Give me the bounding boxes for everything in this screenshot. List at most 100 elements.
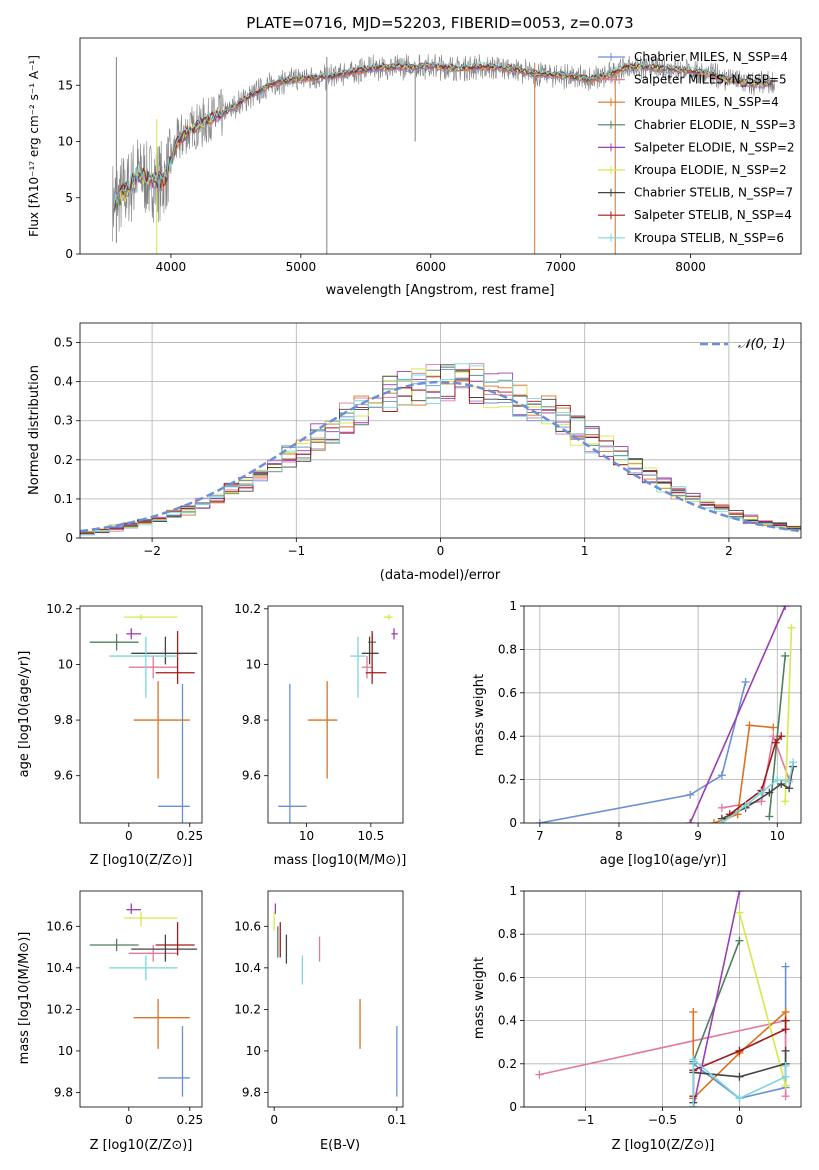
x-tick-label: 0 — [736, 1113, 744, 1127]
legend-label-salpeter_elodie: Salpeter ELODIE, N_SSP=2 — [634, 140, 795, 154]
x-tick-label: 0 — [125, 1113, 133, 1127]
x-tick-label: −1 — [287, 544, 305, 558]
y-tick-label: 10 — [58, 1044, 73, 1058]
chart-age_vs_mass: 10 10.5 9.6 9.8 10 10.2 — [234, 602, 404, 843]
residuals-y-label: Normed distribution — [27, 365, 42, 495]
x-tick-label: 0.25 — [176, 1113, 203, 1127]
x-tick-label: 0 — [270, 1113, 278, 1127]
y-tick-label: 0 — [509, 1100, 517, 1114]
plot-area — [535, 891, 790, 1107]
x-tick-label: 10.5 — [357, 829, 384, 843]
y-tick-label: 9.8 — [54, 1085, 73, 1099]
age-z-y-label: age [log10(age/yr)] — [17, 651, 32, 778]
legend-label-chabrier_miles: Chabrier MILES, N_SSP=4 — [634, 50, 788, 64]
y-tick-label: 10 — [246, 657, 261, 671]
y-tick-label: 0.3 — [54, 414, 73, 428]
weight-line-kroupa_stelib — [721, 762, 794, 823]
y-tick-label: 0.2 — [54, 453, 73, 467]
y-tick-label: 5 — [65, 191, 73, 205]
x-tick-label: 7000 — [545, 260, 576, 274]
normal-curve — [80, 380, 801, 533]
y-tick-label: 9.6 — [54, 769, 73, 783]
model-line-kroupa_stelib — [113, 61, 774, 210]
y-tick-label: 0.4 — [498, 1014, 517, 1028]
x-tick-label: 9 — [694, 829, 702, 843]
mass-z-x-label: Z [log10(Z/Z⊙)] — [90, 1138, 193, 1153]
x-tick-label: 6000 — [415, 260, 446, 274]
axes-frame — [79, 37, 802, 255]
spectrum-legend: Chabrier MILES, N_SSP=4 Salpeter MILES, N… — [598, 50, 796, 245]
y-tick-label: 10.6 — [46, 919, 73, 933]
axes: 4000 5000 6000 7000 8000 0 5 10 15 Chabrier MILES… — [58, 37, 802, 274]
y-tick-label: 10.2 — [234, 602, 261, 616]
histogram-kroupa_stelib — [80, 363, 801, 535]
y-tick-label: 0 — [65, 531, 73, 545]
x-tick-label: 7 — [536, 829, 544, 843]
x-tick-label: 4000 — [156, 260, 187, 274]
y-tick-label: 0.2 — [498, 773, 517, 787]
y-tick-label: 10 — [246, 1044, 261, 1058]
legend-label-salpeter_miles: Salpeter MILES, N_SSP=5 — [634, 73, 787, 87]
y-tick-label: 15 — [58, 78, 73, 92]
y-tick-label: 0.8 — [498, 927, 517, 941]
x-tick-label: −2 — [143, 544, 161, 558]
weight-line-salpeter_elodie — [692, 891, 741, 1107]
plot-area — [273, 903, 398, 1097]
mass-z-y-label: mass [log10(M/M⊙)] — [17, 932, 32, 1065]
spectrum-x-label: wavelength [Angstrom, rest frame] — [326, 283, 555, 298]
axes: 10 10.5 9.6 9.8 10 10.2 — [234, 602, 404, 843]
y-tick-label: 9.8 — [242, 713, 261, 727]
y-tick-label: 0.1 — [54, 492, 73, 506]
legend-label-salpeter_stelib: Salpeter STELIB, N_SSP=4 — [634, 208, 792, 222]
weight-age-y-label: mass weight — [472, 674, 487, 756]
axes: 0 0.25 9.8 10 10.2 10.4 10.6 — [46, 890, 203, 1127]
y-tick-label: 9.8 — [242, 1085, 261, 1099]
legend-label-chabrier_elodie: Chabrier ELODIE, N_SSP=3 — [634, 118, 796, 132]
plot-area — [89, 614, 198, 823]
axes-frame — [267, 605, 404, 824]
x-tick-label: 10 — [770, 829, 785, 843]
age-mass-x-label: mass [log10(M/M⊙)] — [274, 853, 407, 868]
x-tick-label: 0.1 — [387, 1113, 406, 1127]
y-tick-label: 0 — [509, 816, 517, 830]
residuals-legend: 𝒩(0, 1) — [700, 337, 785, 352]
age-z-x-label: Z [log10(Z/Z⊙)] — [90, 853, 193, 868]
y-tick-label: 10.4 — [234, 961, 261, 975]
x-tick-label: 0 — [125, 829, 133, 843]
axes-frame — [267, 890, 404, 1108]
weight-line-kroupa_elodie — [784, 627, 793, 802]
y-tick-label: 0.4 — [54, 375, 73, 389]
y-tick-label: 10 — [58, 135, 73, 149]
mass-ebv-x-label: E(B-V) — [320, 1138, 360, 1153]
figure-title: PLATE=0716, MJD=52203, FIBERID=0053, z=0… — [246, 14, 633, 32]
plot-area — [535, 606, 798, 823]
grid-lines — [524, 890, 801, 1108]
spectrum-y-label: Flux [fλ10⁻¹⁷ erg cm⁻² s⁻¹ A⁻¹] — [27, 55, 41, 237]
plot-area — [278, 614, 398, 823]
weight-age-x-label: age [log10(age/yr)] — [600, 853, 727, 868]
x-tick-label: 8000 — [675, 260, 706, 274]
x-tick-label: 0 — [437, 544, 445, 558]
y-tick-label: 1 — [509, 884, 517, 898]
y-tick-label: 10.2 — [234, 1002, 261, 1016]
chart-spectrum: 4000 5000 6000 7000 8000 0 5 10 15 Chabrier MILES… — [58, 37, 802, 274]
chart-mass_vs_Z: 0 0.25 9.8 10 10.2 10.4 10.6 — [46, 890, 203, 1127]
axes-frame — [523, 605, 802, 824]
y-tick-label: 9.8 — [54, 713, 73, 727]
y-tick-label: 0.6 — [498, 970, 517, 984]
weight-line-kroupa_elodie — [738, 912, 787, 1086]
axes: −1 −0.5 0 0 0.2 0.4 0.6 0.8 1 — [498, 884, 802, 1127]
axes: 7 8 9 10 0 0.2 0.4 0.6 0.8 1 — [498, 599, 802, 843]
chart-mass_vs_ebv: 0 0.1 9.8 10 10.2 10.4 10.6 — [234, 890, 406, 1127]
legend-label-kroupa_elodie: Kroupa ELODIE, N_SSP=2 — [634, 163, 787, 177]
weight-line-chabrier_stelib — [721, 766, 794, 820]
plot-area — [89, 903, 198, 1097]
y-tick-label: 1 — [509, 599, 517, 613]
x-tick-label: 2 — [725, 544, 733, 558]
axes-frame — [79, 890, 203, 1108]
y-tick-label: 10 — [58, 657, 73, 671]
y-tick-label: 0.5 — [54, 336, 73, 350]
y-tick-label: 10.2 — [46, 1002, 73, 1016]
weight-z-y-label: mass weight — [472, 957, 487, 1039]
chart-weight_vs_Z: −1 −0.5 0 0 0.2 0.4 0.6 0.8 1 — [498, 884, 802, 1127]
